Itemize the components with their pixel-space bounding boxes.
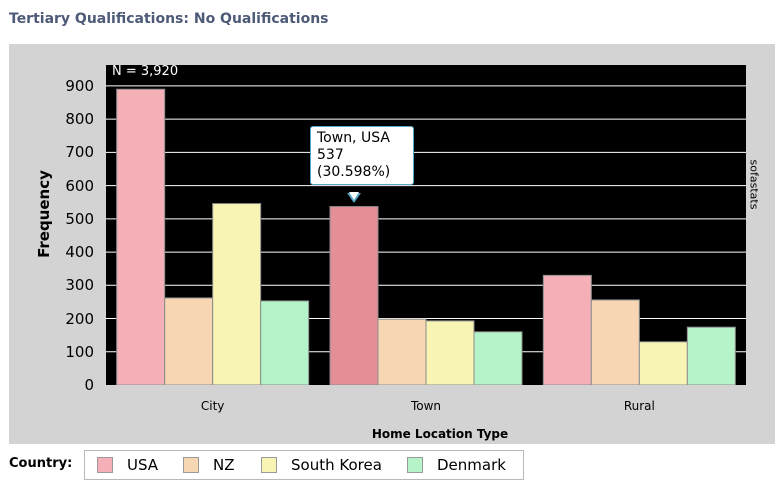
y-tick-label: 0 xyxy=(84,376,94,394)
plot-area xyxy=(106,65,746,385)
y-tick-label: 100 xyxy=(65,342,94,361)
bar-rural-nz[interactable] xyxy=(590,299,640,385)
chart-svg xyxy=(106,85,746,385)
legend-item[interactable]: NZ xyxy=(183,456,235,474)
x-tick-label: Rural xyxy=(623,399,655,413)
legend-label: South Korea xyxy=(291,456,382,474)
bar-town-usa[interactable] xyxy=(329,206,379,385)
bar-town-denmark[interactable] xyxy=(473,331,523,385)
bar-town-south-korea[interactable] xyxy=(425,320,475,385)
bar-city-denmark[interactable] xyxy=(260,300,310,385)
bar-city-south-korea[interactable] xyxy=(212,203,262,385)
x-tick-label: City xyxy=(200,399,225,413)
bar-tooltip: Town, USA 537 (30.598%) xyxy=(310,126,414,185)
legend-swatch xyxy=(407,457,423,473)
y-tick-label: 600 xyxy=(65,176,94,195)
y-tick-label: 800 xyxy=(65,110,94,129)
legend-label: NZ xyxy=(213,456,235,474)
bar-rural-south-korea[interactable] xyxy=(638,341,688,385)
sample-size-label: N = 3,920 xyxy=(112,64,179,79)
legend-box: USA NZ South Korea Denmark xyxy=(84,450,524,480)
page-title: Tertiary Qualifications: No Qualificatio… xyxy=(9,11,329,27)
tooltip-title: Town, USA xyxy=(317,130,390,146)
y-tick-label: 200 xyxy=(65,309,94,328)
legend-swatch xyxy=(97,457,113,473)
legend-item[interactable]: Denmark xyxy=(407,456,506,474)
tooltip-percent: (30.598%) xyxy=(317,164,391,180)
bar-rural-denmark[interactable] xyxy=(686,326,736,385)
y-tick-label: 500 xyxy=(65,209,94,228)
y-tick-label: 400 xyxy=(65,243,94,262)
y-tick-label: 300 xyxy=(65,276,94,295)
legend-label: USA xyxy=(127,456,159,474)
y-axis-label: Frequency xyxy=(35,170,53,258)
bars xyxy=(116,88,736,385)
bar-city-usa[interactable] xyxy=(116,88,166,385)
legend-item[interactable]: South Korea xyxy=(261,456,382,474)
y-tick-label: 700 xyxy=(65,143,94,162)
legend-swatch xyxy=(183,457,199,473)
tooltip-value: 537 xyxy=(317,147,344,163)
x-axis-label: Home Location Type xyxy=(371,427,509,441)
legend-title: Country: xyxy=(9,456,73,471)
legend-swatch xyxy=(261,457,277,473)
x-tick-label: Town xyxy=(410,399,442,413)
bar-rural-usa[interactable] xyxy=(542,274,592,385)
legend-item[interactable]: USA xyxy=(97,456,158,474)
bar-town-nz[interactable] xyxy=(377,318,427,385)
legend-label: Denmark xyxy=(437,456,506,474)
watermark-label: sofastats xyxy=(747,159,761,210)
y-tick-label: 900 xyxy=(65,76,94,95)
tooltip-arrow-fill xyxy=(349,192,359,200)
bar-city-nz[interactable] xyxy=(164,297,214,385)
